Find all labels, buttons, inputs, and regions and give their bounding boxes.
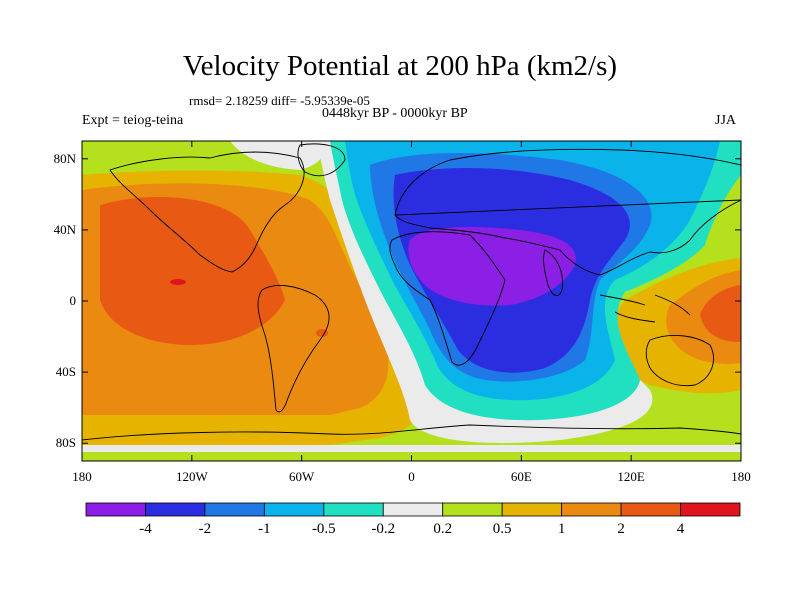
colorbar [85,502,741,517]
colorbar-segment [561,502,622,517]
colorbar-label: -4 [139,521,152,537]
field-band-maritime-4 [700,285,741,342]
y-tick-label: 40N [53,221,76,237]
colorbar-label: 2 [617,521,625,537]
colorbar-label: 4 [676,521,685,537]
field-band-2-4 [100,197,285,345]
coast-eurasia [394,148,741,276]
colorbar-label: 0.5 [492,521,512,537]
x-tick-label: 60W [289,469,315,484]
field-band-neg-4 [408,227,576,306]
coast-north-america [109,151,305,273]
colorbar-segment [680,502,741,517]
colorbar-segment [501,502,563,517]
coast-africa [389,231,506,366]
period-label: 0448kyr BP - 0000kyr BP [322,106,468,121]
x-tick-label: 60E [510,469,532,484]
field-max-spot [170,279,186,285]
y-tick-label: 80N [53,150,76,166]
chart-title: Velocity Potential at 200 hPa (km2/s) [182,50,618,82]
x-tick-label: 180 [72,469,92,484]
season-label: JJA [715,113,737,128]
colorbar-segment [323,502,384,517]
coast-greenland [297,143,346,177]
experiment-label: Expt = teiog-teina [82,113,184,128]
y-tick-label: 40S [55,364,76,380]
colorbar-label: -1 [258,521,271,537]
coast-india [543,249,563,297]
colorbar-segment [85,502,146,517]
colorbar-segment [145,502,206,517]
field-max-spot-2 [316,329,328,337]
colorbar-label: -0.5 [311,521,336,537]
coast-maritime [599,294,691,323]
colorbar-segment [263,502,325,517]
velocity-potential-field [82,141,741,461]
x-tick-label: 180 [731,469,751,484]
x-tick-label: 120W [175,469,208,484]
stats-label: rmsd= 2.18259 diff= -5.95339e-05 [189,93,370,108]
coastlines [82,143,741,441]
colorbar-segment [620,502,681,517]
x-tick-label: 120E [617,469,645,484]
coast-australia [645,335,714,387]
colorbar-segment [442,502,503,517]
colorbar-label: 1 [557,521,566,537]
field-band-arctic [230,141,330,170]
coast-south-america [257,284,330,413]
colorbar-label: -2 [198,521,212,537]
x-ticks [81,141,742,461]
y-tick-label: 0 [69,293,77,308]
coast-antarctica [82,424,741,441]
colorbar-label: 0.2 [433,521,453,537]
colorbar-segment [204,502,265,517]
colorbar-segment [382,502,444,517]
y-tick-label: 80S [55,435,76,451]
x-tick-label: 0 [408,469,415,484]
colorbar-label: -0.2 [371,521,396,537]
y-ticks [82,158,741,444]
